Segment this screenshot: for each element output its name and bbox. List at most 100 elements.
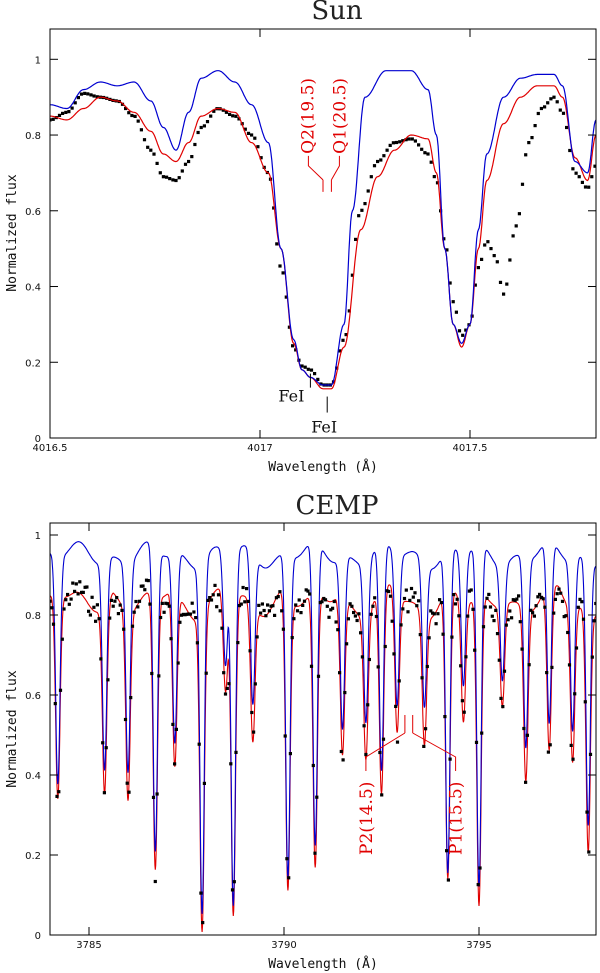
y-tick-label: 0.4 (25, 771, 41, 782)
data-point (237, 117, 241, 121)
data-point (271, 604, 275, 608)
data-point (304, 588, 308, 592)
data-point (420, 676, 424, 680)
data-point (546, 750, 550, 754)
data-point (450, 635, 454, 639)
data-point (177, 176, 181, 180)
data-point (422, 744, 426, 748)
y-tick-label: 1 (35, 55, 41, 66)
data-point (159, 615, 163, 620)
data-point (212, 109, 216, 113)
data-point (315, 795, 319, 799)
p1-label: P1(15.5) (447, 782, 467, 855)
data-point (495, 632, 500, 636)
data-point (390, 619, 394, 623)
data-point (193, 142, 197, 147)
data-point (346, 617, 350, 621)
y-tick-label: 1 (35, 531, 41, 542)
data-point (278, 264, 282, 268)
data-point (448, 757, 452, 761)
data-point (395, 740, 400, 744)
data-point (316, 377, 320, 381)
data-point (353, 614, 357, 618)
data-point (425, 664, 429, 669)
data-point (92, 94, 96, 98)
data-point (394, 704, 398, 708)
series-line-model-red (50, 85, 596, 390)
data-point (180, 169, 184, 173)
data-point (565, 125, 569, 130)
data-point (97, 617, 101, 621)
data-point (150, 671, 154, 676)
data-point (202, 124, 206, 128)
data-point (292, 617, 296, 621)
data-point (306, 367, 310, 371)
data-point (280, 609, 284, 613)
x-tick-label: 4017.5 (453, 443, 488, 454)
data-point (152, 152, 156, 156)
data-point (357, 214, 361, 218)
data-point (278, 590, 282, 594)
data-point (473, 648, 477, 652)
data-point (51, 622, 56, 626)
data-point (585, 810, 589, 814)
data-point (369, 612, 373, 616)
data-point (195, 641, 199, 645)
data-point (352, 610, 356, 615)
data-point (257, 603, 261, 607)
data-point (285, 857, 289, 861)
data-point (534, 604, 538, 608)
data-point (529, 608, 533, 612)
data-point (343, 691, 347, 695)
data-point (399, 623, 403, 627)
data-point (404, 588, 408, 592)
data-point (127, 790, 131, 794)
data-point (148, 602, 152, 606)
data-point (76, 592, 80, 596)
data-point (194, 616, 198, 620)
data-point (588, 752, 593, 756)
y-tick-label: 0 (35, 434, 41, 445)
data-point (498, 280, 503, 284)
data-point (550, 665, 554, 669)
y-tick-label: 0.6 (25, 207, 41, 218)
data-point (71, 581, 75, 585)
data-point (146, 145, 150, 149)
data-point (460, 699, 464, 703)
data-point (583, 185, 588, 189)
data-point (574, 646, 579, 650)
data-point (560, 599, 565, 603)
data-point (223, 692, 228, 696)
data-point (192, 610, 196, 614)
data-point (165, 175, 169, 179)
data-point (157, 674, 161, 678)
cemp-title: CEMP (296, 491, 379, 521)
data-point (125, 781, 129, 785)
data-point (264, 614, 268, 618)
data-point (417, 599, 421, 603)
data-point (134, 599, 138, 604)
data-point (341, 758, 345, 762)
data-point (392, 652, 396, 656)
data-point (164, 601, 168, 605)
data-point (143, 588, 147, 592)
data-point (469, 588, 473, 592)
data-point (83, 91, 87, 95)
data-point (167, 604, 171, 608)
data-point (553, 597, 557, 601)
data-point (230, 888, 235, 892)
data-point (373, 596, 377, 600)
data-point (359, 631, 363, 635)
data-point (481, 625, 486, 629)
data-point (199, 891, 203, 895)
data-point (309, 368, 314, 372)
data-point (318, 601, 322, 605)
data-point (546, 101, 550, 105)
data-point (443, 715, 447, 719)
data-point (51, 117, 55, 121)
data-point (478, 866, 482, 870)
data-point (338, 671, 342, 675)
data-point (284, 295, 288, 299)
data-point (590, 175, 594, 179)
data-point (464, 655, 468, 659)
